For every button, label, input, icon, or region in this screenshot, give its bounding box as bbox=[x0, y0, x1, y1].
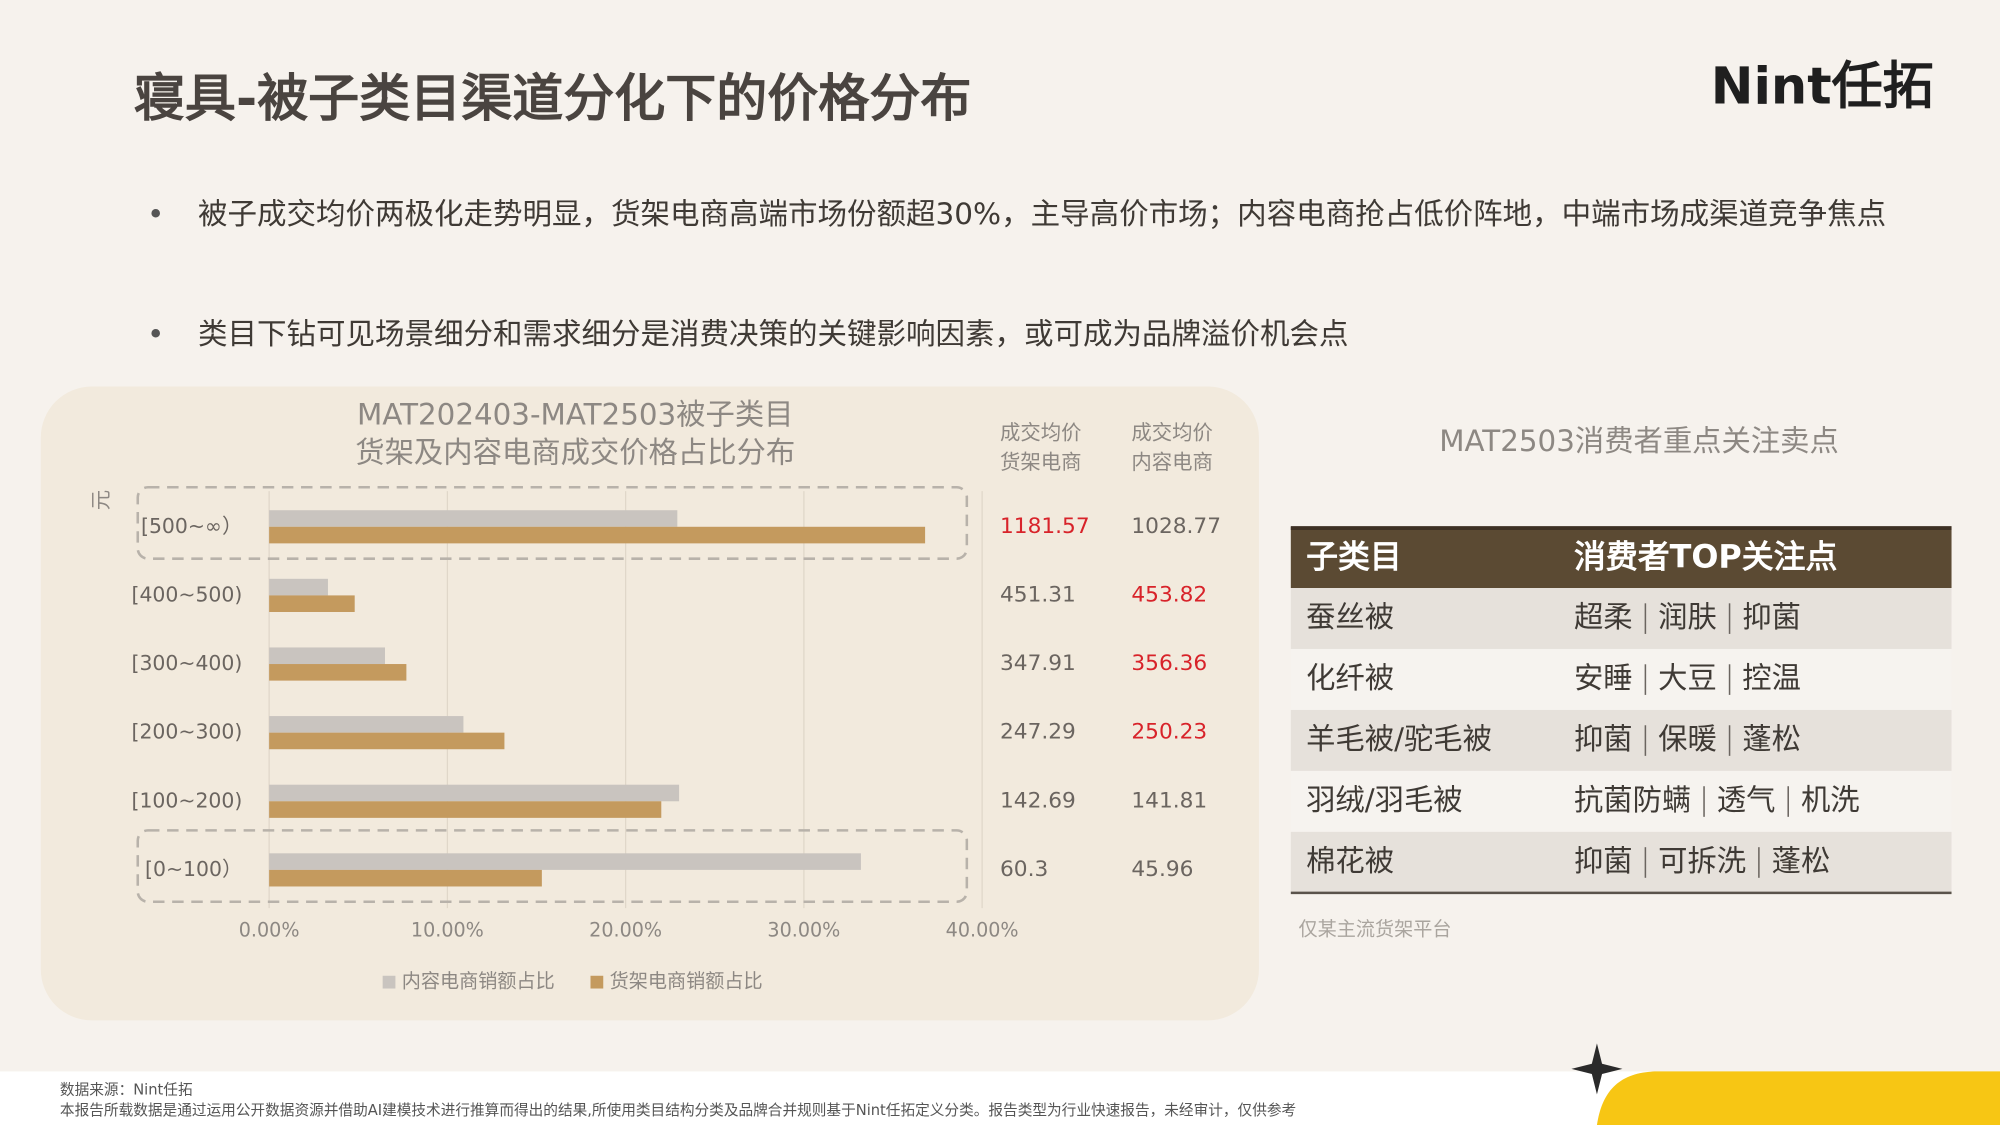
legend-swatch bbox=[590, 975, 604, 989]
highlight-frame bbox=[136, 829, 969, 904]
y-tick-label: [100~200) bbox=[132, 788, 243, 812]
table-row-bg bbox=[1290, 588, 1952, 649]
y-tick-label: [200~300) bbox=[132, 720, 243, 744]
x-tick-label: 30.00% bbox=[767, 919, 840, 942]
table-cell: 大豆 bbox=[1658, 661, 1717, 695]
price-value: 45.96 bbox=[1131, 857, 1193, 882]
table-cell: 抑菌 bbox=[1574, 722, 1633, 756]
footer-source: 数据来源：Nint任拓 bbox=[60, 1082, 193, 1099]
column-header: 成交均价 bbox=[1131, 421, 1213, 445]
price-value: 347.91 bbox=[1000, 651, 1076, 676]
table-cell: 机洗 bbox=[1801, 783, 1860, 817]
table-header-bg bbox=[1290, 526, 1952, 589]
table-cell: 蓬松 bbox=[1772, 844, 1831, 878]
table-title: MAT2503消费者重点关注卖点 bbox=[1439, 424, 1839, 458]
column-header: 成交均价 bbox=[1000, 421, 1082, 445]
price-value: 1181.57 bbox=[1000, 514, 1090, 539]
chart-title: 货架及内容电商成交价格占比分布 bbox=[355, 436, 795, 470]
table-cell: 蓬松 bbox=[1742, 722, 1801, 756]
table-row-bg bbox=[1290, 709, 1952, 771]
bar bbox=[269, 526, 926, 544]
table-cell: 羊毛被/驼毛被 bbox=[1306, 722, 1492, 756]
table-cell: 透气 bbox=[1717, 783, 1776, 817]
price-value: 247.29 bbox=[1000, 720, 1076, 745]
y-tick-label: [500~∞） bbox=[141, 514, 242, 538]
y-tick-label: [300~400) bbox=[132, 651, 243, 675]
table-cell: 可拆洗 bbox=[1658, 844, 1746, 878]
x-tick-label: 40.00% bbox=[946, 919, 1019, 942]
bar bbox=[269, 732, 505, 750]
y-tick-label: [400~500) bbox=[132, 582, 243, 606]
bar bbox=[269, 510, 678, 527]
bar bbox=[269, 578, 328, 596]
table-cell: 抑菌 bbox=[1574, 844, 1633, 878]
table-cell: 蚕丝被 bbox=[1306, 600, 1394, 634]
footer-disclaimer: 本报告所载数据是通过运用公开数据资源并借助AI建模技术进行推算而得出的结果,所使… bbox=[60, 1102, 1296, 1119]
x-tick-label: 20.00% bbox=[589, 919, 662, 942]
bar bbox=[269, 716, 464, 733]
bar bbox=[269, 664, 407, 681]
y-tick-label: [0~100） bbox=[145, 857, 242, 881]
highlight-frame bbox=[136, 485, 969, 560]
table-cell: 润肤 bbox=[1658, 600, 1717, 634]
slide-title: 寝具-被子类目渠道分化下的价格分布 bbox=[134, 70, 971, 129]
price-value: 1028.77 bbox=[1131, 514, 1221, 539]
x-tick-label: 0.00% bbox=[239, 919, 300, 942]
table-header: 子类目 bbox=[1306, 538, 1402, 576]
table-cell: 抗菌防螨 bbox=[1574, 783, 1691, 817]
table-cell: 超柔 bbox=[1574, 600, 1633, 634]
table-row-bg bbox=[1290, 648, 1952, 710]
legend-swatch bbox=[382, 975, 396, 989]
bar bbox=[269, 801, 662, 818]
logo: Nint任拓 bbox=[1711, 57, 1934, 116]
bar bbox=[269, 784, 680, 802]
bar bbox=[269, 853, 861, 870]
table-cell: 保暖 bbox=[1658, 722, 1717, 756]
bullet: 被子成交均价两极化走势明显，货架电商高端市场份额超30%，主导高价市场；内容电商… bbox=[147, 184, 1887, 244]
table-row-bg bbox=[1290, 831, 1952, 893]
table-cell: 化纤被 bbox=[1306, 661, 1394, 695]
y-axis-label: 元 bbox=[89, 490, 113, 510]
table-note: 仅某主流货架平台 bbox=[1298, 917, 1451, 940]
chart-title: MAT202403-MAT2503被子类目 bbox=[357, 397, 794, 431]
table-cell: 羽绒/羽毛被 bbox=[1306, 783, 1463, 817]
price-value: 141.81 bbox=[1131, 788, 1207, 813]
table-cell: 安睡 bbox=[1574, 661, 1633, 695]
price-value: 60.3 bbox=[1000, 857, 1048, 882]
table-cell: 棉花被 bbox=[1306, 844, 1394, 878]
price-value: 250.23 bbox=[1131, 720, 1207, 745]
price-value: 453.82 bbox=[1131, 582, 1207, 607]
price-value: 451.31 bbox=[1000, 582, 1076, 607]
x-tick-label: 10.00% bbox=[411, 919, 484, 942]
table-row-bg bbox=[1290, 770, 1952, 832]
legend-label: 内容电商销额占比 bbox=[402, 970, 555, 993]
column-header: 内容电商 bbox=[1131, 450, 1213, 474]
table-cell: 控温 bbox=[1742, 661, 1801, 695]
bar bbox=[269, 647, 385, 665]
bar bbox=[269, 595, 355, 612]
legend-label: 货架电商销额占比 bbox=[610, 970, 763, 993]
price-value: 142.69 bbox=[1000, 788, 1076, 813]
table-header: 消费者TOP关注点 bbox=[1574, 538, 1837, 576]
table-cell: 抑菌 bbox=[1742, 600, 1801, 634]
bar bbox=[269, 869, 542, 887]
bullet: 类目下钻可见场景细分和需求细分是消费决策的关键影响因素，或可成为品牌溢价机会点 bbox=[147, 304, 1887, 364]
price-value: 356.36 bbox=[1131, 651, 1207, 676]
column-header: 货架电商 bbox=[1000, 450, 1082, 474]
star-icon bbox=[1571, 1043, 1623, 1095]
footer-accent bbox=[1596, 1071, 2000, 1125]
